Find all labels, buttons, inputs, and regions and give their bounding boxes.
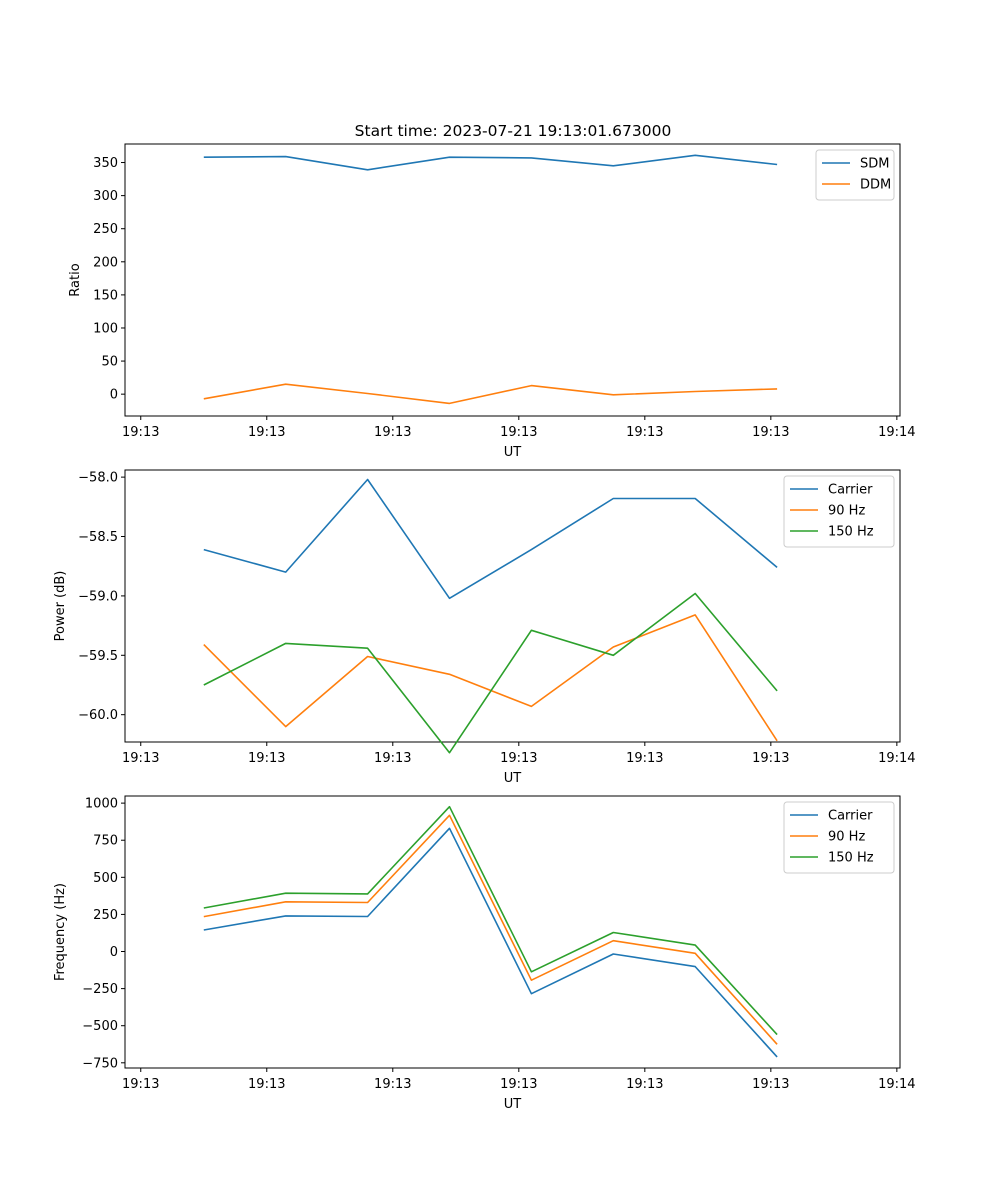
frequency-axes-frame [124, 795, 901, 1069]
panel-power: 19:13 19:13 19:13 19:13 19:13 19:13 19:14 −60.0… [53, 469, 916, 786]
power-y-tick-label: −58.5 [78, 530, 118, 545]
ratio-y-tick-label: 350 [93, 156, 118, 171]
power-x-tick-label: 19:13 [122, 751, 159, 766]
ratio-axes-frame [124, 143, 901, 417]
frequency-series-90-hz [203, 814, 778, 1045]
frequency-x-tick-label: 19:14 [878, 1077, 915, 1092]
ratio-y-tick-label: 200 [93, 255, 118, 270]
ratio-legend-label: DDM [860, 178, 891, 193]
chart-panels: 19:13 19:13 19:13 19:13 19:13 19:13 19:14 0 50 10… [53, 143, 916, 1112]
power-y-tick-label: −59.5 [78, 649, 118, 664]
frequency-x-tick-label: 19:13 [122, 1077, 159, 1092]
frequency-y-tick-label: 750 [93, 834, 118, 849]
frequency-legend-label: Carrier [828, 809, 873, 824]
power-y-axis-label: Power (dB) [53, 571, 68, 642]
ratio-x-tick-label: 19:13 [122, 425, 159, 440]
ratio-x-tick-label: 19:14 [878, 425, 915, 440]
power-legend-label: Carrier [828, 483, 873, 498]
power-legend-box [783, 475, 895, 548]
frequency-x-tick-label: 19:13 [248, 1077, 285, 1092]
ratio-legend: SDM DDM [815, 149, 895, 201]
power-x-tick-label: 19:13 [500, 751, 537, 766]
panel-ratio: 19:13 19:13 19:13 19:13 19:13 19:13 19:14 0 50 10… [68, 143, 916, 460]
frequency-x-axis-label: UT [504, 1097, 522, 1112]
ratio-y-tick-label: 250 [93, 222, 118, 237]
frequency-x-tick-label: 19:13 [626, 1077, 663, 1092]
ratio-x-axis-label: UT [504, 445, 522, 460]
power-x-tick-label: 19:13 [752, 751, 789, 766]
frequency-series-150-hz [203, 805, 778, 1036]
frequency-legend: Carrier 90 Hz 150 Hz [783, 801, 895, 874]
frequency-series-carrier [203, 827, 778, 1058]
ratio-x-tick-label: 19:13 [248, 425, 285, 440]
ratio-y-tick-label: 100 [93, 321, 118, 336]
ratio-y-tick-label: 0 [110, 388, 118, 403]
frequency-legend-box [783, 801, 895, 874]
panel-frequency: 19:13 19:13 19:13 19:13 19:13 19:13 19:14 −750 −… [53, 795, 916, 1112]
frequency-y-tick-label: 1000 [85, 797, 118, 812]
frequency-y-tick-label: 250 [93, 908, 118, 923]
ratio-x-tick-label: 19:13 [374, 425, 411, 440]
frequency-legend-label: 90 Hz [828, 830, 865, 845]
power-legend: Carrier 90 Hz 150 Hz [783, 475, 895, 548]
power-axes-frame [124, 469, 901, 743]
ratio-series-sdm [203, 154, 778, 171]
frequency-legend-label: 150 Hz [828, 851, 874, 866]
power-legend-label: 90 Hz [828, 504, 865, 519]
power-x-tick-label: 19:14 [878, 751, 915, 766]
power-legend-label: 150 Hz [828, 525, 874, 540]
power-x-tick-label: 19:13 [374, 751, 411, 766]
power-x-axis-label: UT [504, 771, 522, 786]
frequency-y-tick-label: −750 [82, 1056, 118, 1071]
frequency-x-tick-label: 19:13 [500, 1077, 537, 1092]
figure-title: Start time: 2023-07-21 19:13:01.673000 [355, 122, 672, 140]
power-y-tick-label: −60.0 [78, 708, 118, 723]
ratio-legend-label: SDM [860, 157, 889, 172]
power-x-tick-label: 19:13 [248, 751, 285, 766]
frequency-x-tick-label: 19:13 [374, 1077, 411, 1092]
ratio-x-tick-label: 19:13 [752, 425, 789, 440]
frequency-y-tick-label: −250 [82, 982, 118, 997]
ratio-y-tick-label: 300 [93, 189, 118, 204]
ratio-x-tick-label: 19:13 [626, 425, 663, 440]
power-y-tick-label: −59.0 [78, 589, 118, 604]
power-series-150-hz [203, 592, 778, 754]
frequency-y-tick-label: 500 [93, 871, 118, 886]
ratio-x-tick-label: 19:13 [500, 425, 537, 440]
ratio-y-tick-label: 150 [93, 288, 118, 303]
ratio-series-ddm [203, 383, 778, 405]
power-series-carrier [203, 478, 778, 600]
ratio-y-axis-label: Ratio [68, 263, 83, 296]
frequency-y-axis-label: Frequency (Hz) [53, 883, 68, 981]
ratio-y-tick-label: 50 [101, 355, 118, 370]
power-x-tick-label: 19:13 [626, 751, 663, 766]
frequency-x-tick-label: 19:13 [752, 1077, 789, 1092]
power-y-tick-label: −58.0 [78, 471, 118, 486]
frequency-y-tick-label: −500 [82, 1019, 118, 1034]
frequency-y-tick-label: 0 [110, 945, 118, 960]
